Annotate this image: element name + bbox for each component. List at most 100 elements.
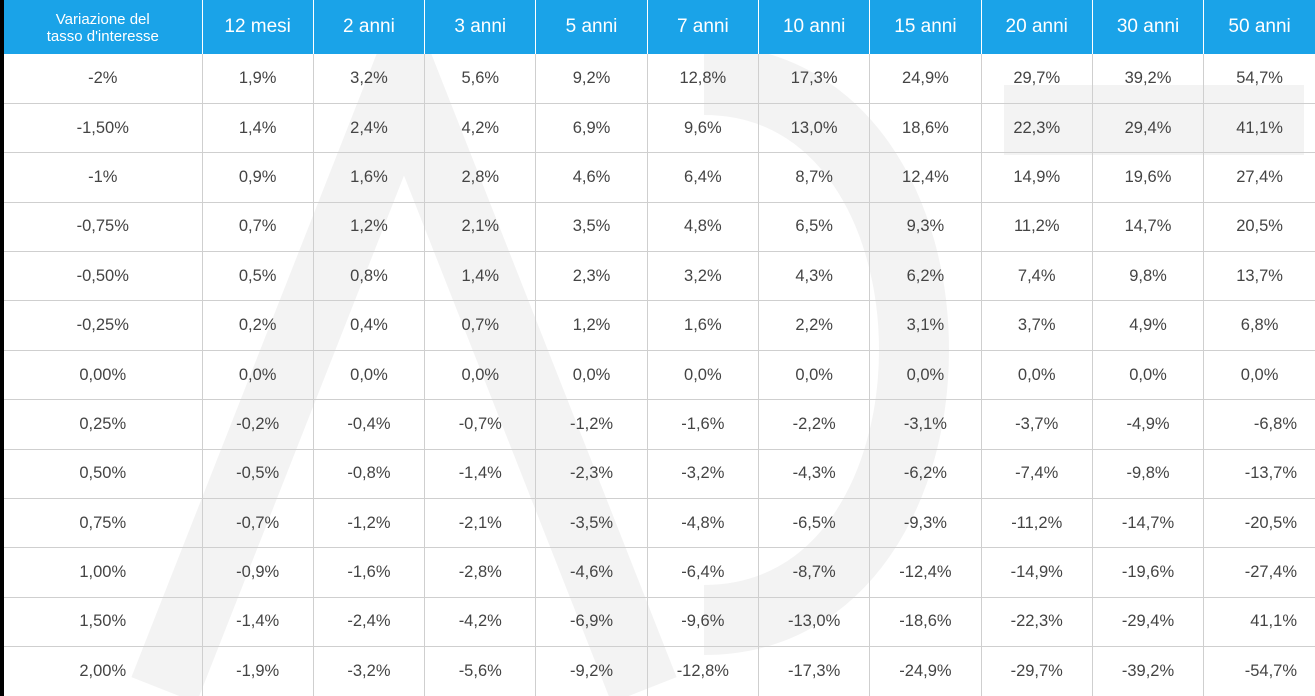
table-cell: 1,6% <box>647 300 759 351</box>
row-rate-cell: -2% <box>4 54 203 104</box>
table-cell: -9,6% <box>647 597 759 648</box>
table-cell: -5,6% <box>424 646 537 696</box>
table-cell: 0,7% <box>202 202 314 253</box>
table-cell: -3,1% <box>869 399 982 450</box>
table-cell: -9,8% <box>1092 449 1205 500</box>
table-row: 0,25% -0,2% -0,4% -0,7% -1,2% -1,6% -2,2% -3,1%… <box>4 399 1315 450</box>
table-cell: -20,5% <box>1203 498 1315 549</box>
table-cell: -1,6% <box>313 547 426 598</box>
table-cell: -27,4% <box>1203 547 1315 598</box>
table-cell: 0,0% <box>424 350 537 401</box>
table-cell: 54,7% <box>1203 54 1315 104</box>
table-cell: 3,1% <box>869 300 982 351</box>
table-cell: -13,7% <box>1203 449 1315 500</box>
table-cell: 1,4% <box>424 251 537 302</box>
interest-rate-table: Variazione del tasso d'interesse 12 mesi 2 … <box>4 0 1315 696</box>
table-cell: 11,2% <box>981 202 1093 253</box>
table-cell: -0,4% <box>313 399 426 450</box>
table-cell: -29,4% <box>1092 597 1205 648</box>
table-cell: 1,6% <box>313 152 426 203</box>
table-cell: -11,2% <box>981 498 1093 549</box>
table-cell: 0,0% <box>647 350 759 401</box>
row-rate-cell: 0,75% <box>4 498 203 549</box>
table-cell: 2,8% <box>424 152 537 203</box>
table-cell: -54,7% <box>1203 646 1315 696</box>
table-cell: -4,3% <box>758 449 871 500</box>
table-cell: 19,6% <box>1092 152 1205 203</box>
table-cell: 3,2% <box>647 251 759 302</box>
table-cell: -3,2% <box>313 646 426 696</box>
table-cell: 0,8% <box>313 251 426 302</box>
header-duration: 2 anni <box>313 0 426 54</box>
table-cell: 6,8% <box>1203 300 1315 351</box>
table-cell: -1,2% <box>535 399 648 450</box>
table-cell: -4,9% <box>1092 399 1205 450</box>
table-cell: 2,2% <box>758 300 871 351</box>
table-cell: 22,3% <box>981 103 1093 154</box>
header-duration: 10 anni <box>758 0 871 54</box>
table-cell: 20,5% <box>1203 202 1315 253</box>
header-duration: 15 anni <box>869 0 982 54</box>
table-cell: -6,2% <box>869 449 982 500</box>
table-cell: 9,6% <box>647 103 759 154</box>
table-cell: 3,7% <box>981 300 1093 351</box>
table-row: 0,75% -0,7% -1,2% -2,1% -3,5% -4,8% -6,5% -9,3%… <box>4 498 1315 549</box>
table-cell: 4,8% <box>647 202 759 253</box>
table-cell: 18,6% <box>869 103 982 154</box>
table-row: -1% 0,9% 1,6% 2,8% 4,6% 6,4% 8,7% 12,4% 14,9% 19,… <box>4 152 1315 203</box>
table-cell: 1,9% <box>202 54 314 104</box>
table-cell: 6,9% <box>535 103 648 154</box>
table-cell: -1,6% <box>647 399 759 450</box>
table-cell: 14,7% <box>1092 202 1205 253</box>
table-cell: -4,6% <box>535 547 648 598</box>
table-cell: -1,4% <box>424 449 537 500</box>
table-row: 2,00% -1,9% -3,2% -5,6% -9,2% -12,8% -17,3% -24… <box>4 646 1315 696</box>
table-cell: 0,0% <box>1203 350 1315 401</box>
table-cell: -13,0% <box>758 597 871 648</box>
table-cell: 39,2% <box>1092 54 1205 104</box>
table-row: -0,25% 0,2% 0,4% 0,7% 1,2% 1,6% 2,2% 3,1% 3,7% 4,… <box>4 300 1315 351</box>
table-cell: -4,2% <box>424 597 537 648</box>
table-cell: 4,2% <box>424 103 537 154</box>
table-row: -0,50% 0,5% 0,8% 1,4% 2,3% 3,2% 4,3% 6,2% 7,4% 9,… <box>4 251 1315 302</box>
row-rate-cell: 0,25% <box>4 399 203 450</box>
table-frame: Variazione del tasso d'interesse 12 mesi 2 … <box>4 0 1315 696</box>
table-cell: -8,7% <box>758 547 871 598</box>
table-cell: 0,0% <box>758 350 871 401</box>
table-cell: -3,5% <box>535 498 648 549</box>
table-cell: -1,2% <box>313 498 426 549</box>
table-cell: -0,5% <box>202 449 314 500</box>
table-cell: -3,7% <box>981 399 1093 450</box>
table-cell: 29,4% <box>1092 103 1205 154</box>
table-cell: -12,8% <box>647 646 759 696</box>
table-cell: -0,9% <box>202 547 314 598</box>
table-cell: 8,7% <box>758 152 871 203</box>
table-cell: 4,9% <box>1092 300 1205 351</box>
table-cell: 41,1% <box>1203 103 1315 154</box>
table-cell: -2,8% <box>424 547 537 598</box>
table-cell: -0,2% <box>202 399 314 450</box>
table-cell: 0,0% <box>313 350 426 401</box>
table-cell: -0,8% <box>313 449 426 500</box>
table-cell: 12,8% <box>647 54 759 104</box>
header-duration: 3 anni <box>424 0 537 54</box>
table-cell: 3,5% <box>535 202 648 253</box>
table-cell: 0,0% <box>1092 350 1205 401</box>
row-rate-cell: 1,50% <box>4 597 203 648</box>
table-cell: 1,4% <box>202 103 314 154</box>
table-cell: -6,8% <box>1203 399 1315 450</box>
table-cell: 2,3% <box>535 251 648 302</box>
header-duration: 5 anni <box>535 0 648 54</box>
table-cell: 0,4% <box>313 300 426 351</box>
table-cell: -6,5% <box>758 498 871 549</box>
table-cell: 0,9% <box>202 152 314 203</box>
table-cell: 0,0% <box>981 350 1093 401</box>
table-cell: -7,4% <box>981 449 1093 500</box>
row-rate-cell: 0,50% <box>4 449 203 500</box>
table-row: -2% 1,9% 3,2% 5,6% 9,2% 12,8% 17,3% 24,9% 29,7% 3… <box>4 54 1315 104</box>
table-cell: 5,6% <box>424 54 537 104</box>
table-cell: 0,2% <box>202 300 314 351</box>
table-cell: 2,4% <box>313 103 426 154</box>
header-duration: 30 anni <box>1092 0 1205 54</box>
table-cell: 9,2% <box>535 54 648 104</box>
